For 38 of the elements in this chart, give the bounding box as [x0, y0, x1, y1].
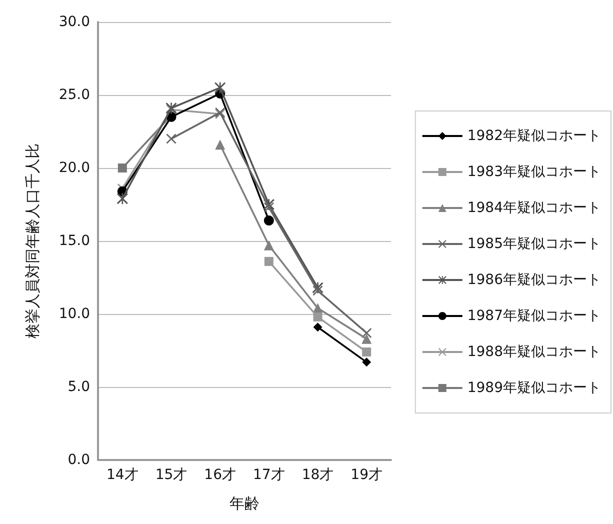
point [264, 256, 274, 266]
point [215, 140, 226, 150]
x-tick-label: 19才 [350, 467, 382, 483]
legend-label: 1986年疑似コホート [467, 272, 602, 288]
point [118, 164, 127, 172]
y-tick-label: 25.0 [58, 87, 90, 103]
point [264, 240, 274, 250]
x-axis-title: 年齢 [230, 494, 260, 512]
legend-label: 1983年疑似コホート [467, 164, 602, 180]
point [362, 347, 372, 356]
point [362, 334, 372, 344]
legend-label: 1989年疑似コホート [467, 380, 602, 396]
x-tick-label: 15才 [155, 467, 188, 483]
point [264, 202, 274, 212]
point [362, 328, 372, 338]
point [362, 358, 372, 367]
point [166, 134, 176, 144]
point [313, 322, 322, 332]
point [313, 312, 322, 322]
y-tick-label: 30.0 [58, 14, 90, 30]
x-tick-label: 17才 [253, 467, 285, 483]
y-tick-label: 0.0 [68, 452, 90, 468]
y-tick-label: 20.0 [58, 160, 90, 176]
legend-label: 1982年疑似コホート [467, 128, 602, 144]
x-tick-label: 18才 [302, 467, 334, 483]
point [264, 216, 274, 226]
legend-label: 1988年疑似コホート [467, 344, 602, 360]
x-tick-label: 16才 [204, 467, 236, 483]
legend-label: 1985年疑似コホート [467, 236, 602, 252]
legend-label: 1987年疑似コホート [467, 308, 602, 324]
x-tick-label: 14才 [106, 467, 138, 483]
point [312, 286, 323, 296]
y-tick-label: 15.0 [58, 233, 90, 249]
y-tick-label: 10.0 [58, 306, 90, 322]
y-tick-label: 5.0 [68, 379, 90, 395]
legend-label: 1984年疑似コホート [467, 200, 602, 216]
y-axis-title: 検挙人員対同年齢人口千人比 [24, 144, 42, 338]
point [116, 193, 128, 204]
